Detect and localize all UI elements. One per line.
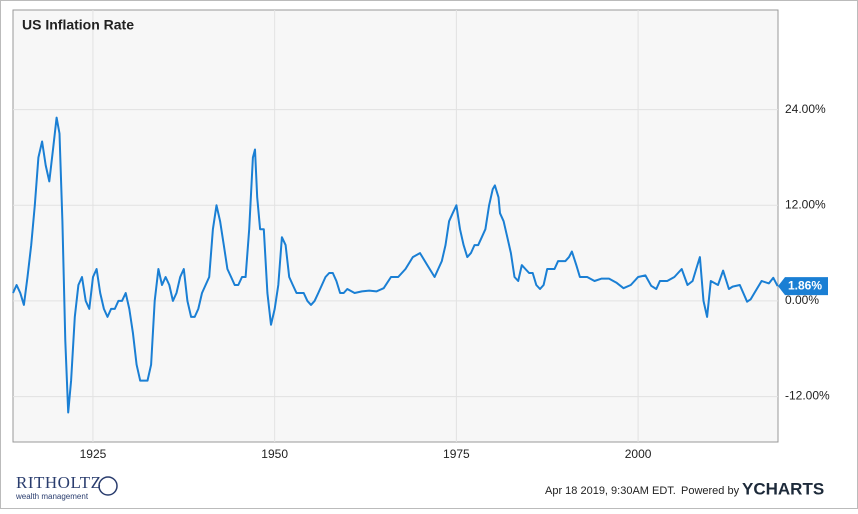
logo-sub: wealth management — [15, 492, 89, 501]
plot-area — [12, 9, 779, 443]
y-tick-label: -12.00% — [785, 389, 830, 403]
grid — [13, 10, 778, 442]
y-tick-label: 0.00% — [785, 293, 819, 307]
brand: YCHARTS — [742, 479, 824, 498]
x-tick-label: 2000 — [625, 447, 652, 461]
y-tick-label: 24.00% — [785, 102, 826, 116]
y-tick-label: 12.00% — [785, 197, 826, 211]
value-badge — [778, 277, 828, 296]
timestamp: Apr 18 2019, 9:30AM EDT. — [545, 485, 676, 497]
x-tick-label: 1950 — [261, 447, 288, 461]
value-label: 1.86% — [788, 278, 822, 292]
powered-by: Powered by — [681, 485, 740, 497]
x-tick-label: 1925 — [80, 447, 107, 461]
logo: RITHOLTZ — [16, 473, 102, 492]
logo-mark — [98, 476, 118, 496]
line — [12, 116, 779, 414]
x-tick-label: 1975 — [443, 447, 470, 461]
chart-title: US Inflation Rate — [22, 17, 134, 33]
